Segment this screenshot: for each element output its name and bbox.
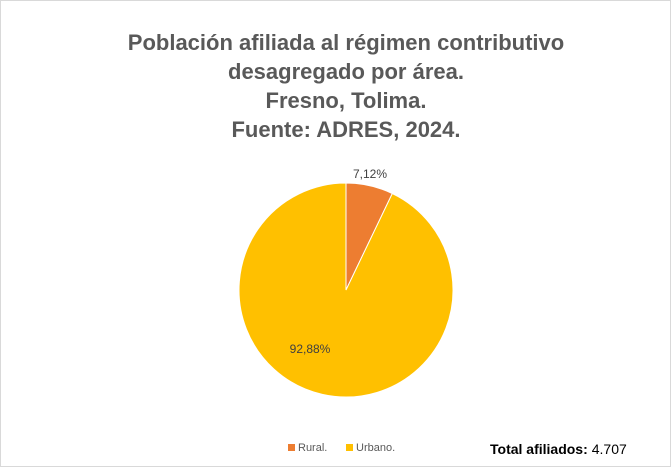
legend-label: Rural.	[298, 442, 327, 454]
pie-slice	[238, 182, 454, 398]
chart-title: Fuente: ADRES, 2024.	[231, 117, 460, 142]
legend-swatch	[346, 444, 353, 451]
data-label: 92,88%	[290, 342, 331, 356]
chart-title: Fresno, Tolima.	[266, 88, 427, 113]
legend-swatch	[288, 444, 295, 451]
annotation: Total afiliados: 4.707	[490, 441, 627, 457]
annotation-label: Total afiliados:	[490, 441, 588, 457]
chart-title: Población afiliada al régimen contributi…	[128, 30, 564, 55]
chart-title: desagregado por área.	[228, 59, 464, 84]
legend-label: Urbano.	[356, 442, 395, 454]
data-label: 7,12%	[353, 167, 387, 181]
annotation-value: 4.707	[592, 441, 627, 457]
